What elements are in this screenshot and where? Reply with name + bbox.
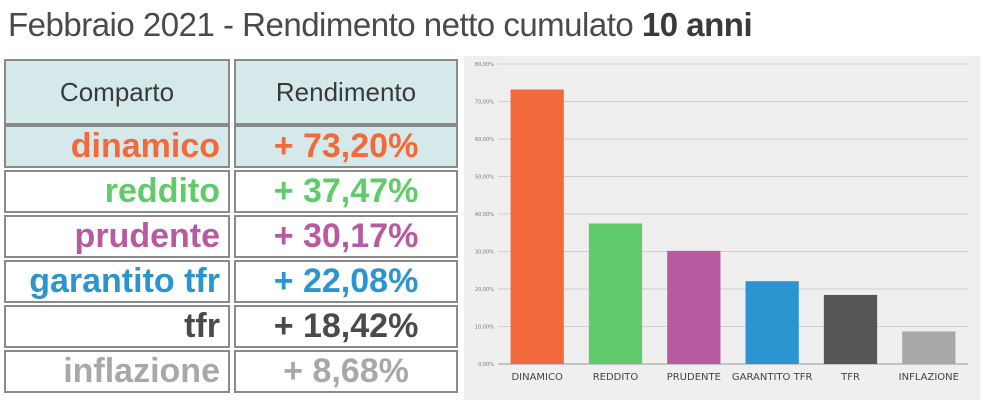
bar — [667, 250, 721, 364]
header-comparto: Comparto — [4, 59, 230, 125]
header-rendimento: Rendimento — [234, 59, 458, 125]
x-tick-label: GARANTITO TFR — [732, 372, 813, 383]
bar-chart-svg: 0,00% 10,00% 20,00% 30,00% 40,00% 50,00% 60,00… — [464, 56, 980, 400]
x-tick-label: PRUDENTE — [667, 372, 721, 383]
x-tick-label: INFLAZIONE — [899, 372, 959, 383]
row-value-inflazione: + 8,68% — [234, 350, 458, 393]
y-tick-label: 20,00% — [475, 287, 494, 293]
row-name-garantito-tfr: garantito tfr — [4, 260, 230, 303]
row-name-reddito: reddito — [4, 170, 230, 213]
row-value-prudente: + 30,17% — [234, 215, 458, 258]
y-tick-label: 60,00% — [475, 137, 494, 143]
row-value-reddito: + 37,47% — [234, 170, 458, 213]
y-tick-label: 10,00% — [475, 325, 494, 331]
bar — [588, 223, 643, 364]
bar — [510, 89, 564, 364]
title-prefix: Febbraio 2021 - Rendimento netto cumulat… — [8, 6, 634, 43]
x-tick-label: DINAMICO — [511, 372, 563, 383]
page-title: Febbraio 2021 - Rendimento netto cumulat… — [8, 6, 753, 46]
row-value-dinamico: + 73,20% — [234, 125, 458, 168]
bar-chart: 0,00% 10,00% 20,00% 30,00% 40,00% 50,00% 60,00… — [464, 56, 980, 400]
y-tick-label: 40,00% — [475, 212, 494, 218]
row-name-inflazione: inflazione — [4, 350, 230, 393]
row-name-dinamico: dinamico — [4, 125, 230, 168]
bar — [745, 281, 799, 364]
title-bold: 10 anni — [641, 6, 753, 43]
y-tick-label: 50,00% — [475, 175, 494, 181]
row-name-prudente: prudente — [4, 215, 230, 258]
x-tick-label: TFR — [840, 372, 860, 383]
y-tick-label: 30,00% — [475, 250, 494, 256]
x-tick-label: REDDITO — [593, 372, 639, 383]
bar — [902, 331, 956, 364]
row-value-tfr: + 18,42% — [234, 305, 458, 348]
row-value-garantito-tfr: + 22,08% — [234, 260, 458, 303]
y-tick-label: 80,00% — [475, 62, 494, 68]
y-tick-label: 0,00% — [478, 362, 494, 368]
row-name-tfr: tfr — [4, 305, 230, 348]
bar — [823, 294, 878, 364]
y-tick-label: 70,00% — [475, 100, 494, 106]
